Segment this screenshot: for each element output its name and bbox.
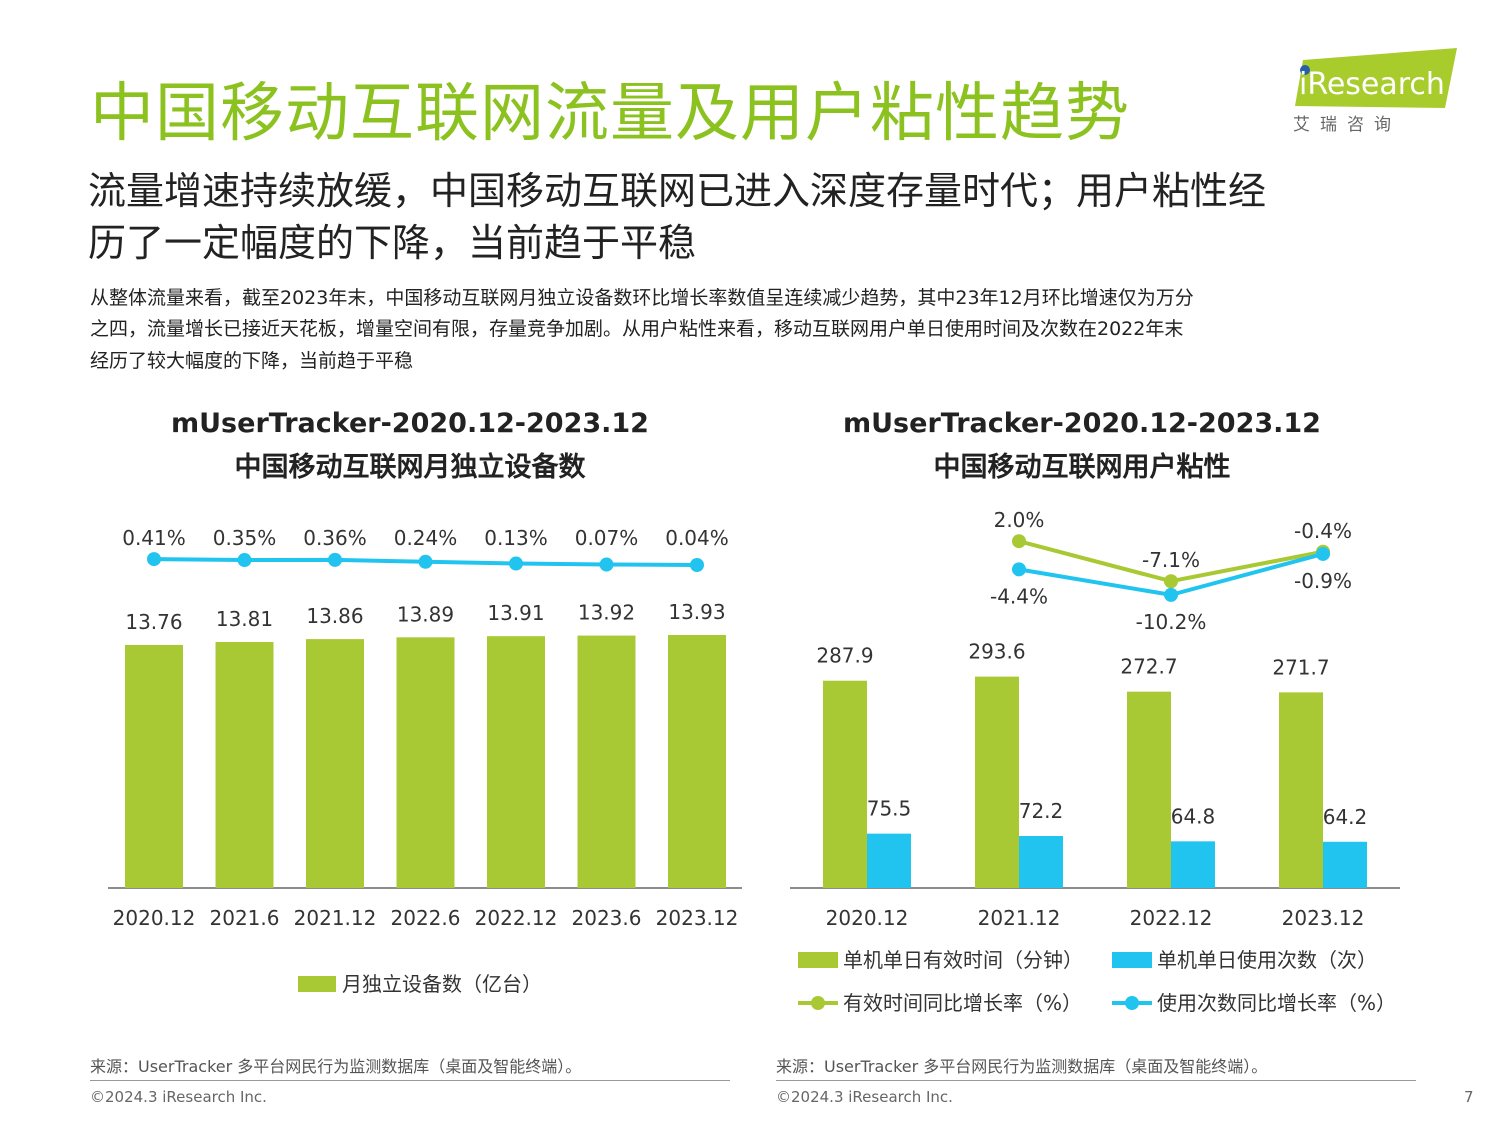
bar-label: 271.7 <box>1272 655 1329 679</box>
growth-point <box>599 557 614 572</box>
legend-label: 单机单日使用次数（次） <box>1157 948 1377 972</box>
bar-daily-time <box>1279 692 1323 888</box>
bar-device-count <box>487 636 545 888</box>
bar-daily-count <box>1171 841 1215 888</box>
legend-label: 单机单日有效时间（分钟） <box>843 948 1083 972</box>
chart2-title-2: 中国移动互联网用户粘性 <box>933 452 1231 483</box>
legend-label: 有效时间同比增长率（%） <box>843 991 1082 1015</box>
line-label: 0.36% <box>303 526 367 550</box>
bar-label: 13.93 <box>668 600 725 624</box>
legend-swatch <box>298 976 336 992</box>
bar-label: 272.7 <box>1120 655 1177 679</box>
x-tick-label: 2020.12 <box>113 906 196 930</box>
x-tick-label: 2022.6 <box>391 906 461 930</box>
growth-point <box>690 558 704 572</box>
bar-label: 13.91 <box>487 601 544 625</box>
page-title: 中国移动互联网流量及用户粘性趋势 <box>90 77 1130 151</box>
growth-point <box>328 552 342 567</box>
growth-point <box>1316 546 1330 561</box>
growth-point <box>1164 574 1178 589</box>
copyright-right: ©2024.3 iResearch Inc. <box>776 1088 953 1106</box>
line-label: -0.4% <box>1294 519 1352 543</box>
divider <box>776 1080 1416 1081</box>
body-line-3: 经历了较大幅度的下降，当前趋于平稳 <box>90 350 414 372</box>
bar-device-count <box>577 635 636 888</box>
body-line-2: 之四，流量增长已接近天花板，增量空间有限，存量竞争加剧。从用户粘性来看，移动互联… <box>90 318 1184 340</box>
x-tick-label: 2020.12 <box>826 906 909 930</box>
legend-swatch <box>1112 952 1152 968</box>
growth-point <box>147 552 161 567</box>
svg-text:iResearch: iResearch <box>1299 67 1445 102</box>
x-tick-label: 2023.12 <box>656 906 739 930</box>
bar-device-count <box>396 637 455 888</box>
bar-label: 72.2 <box>1019 799 1064 823</box>
legend-marker <box>1125 996 1139 1010</box>
bar-label: 287.9 <box>816 644 873 668</box>
copyright-left: ©2024.3 iResearch Inc. <box>90 1088 267 1106</box>
growth-point <box>1164 587 1178 602</box>
bar-daily-time <box>975 676 1019 888</box>
bar-daily-count <box>1323 841 1367 888</box>
line-label: 0.41% <box>122 526 186 550</box>
divider <box>90 1080 730 1081</box>
chart1-title-2: 中国移动互联网月独立设备数 <box>234 452 586 483</box>
bar-label: 13.89 <box>397 602 454 626</box>
bar-label: 75.5 <box>867 797 912 821</box>
legend-marker <box>811 996 825 1010</box>
bar-daily-time <box>823 680 867 888</box>
chart1-source: 来源：UserTracker 多平台网民行为监测数据库（桌面及智能终端）。 <box>90 1057 582 1076</box>
line-label: -10.2% <box>1136 610 1207 634</box>
bar-label: 293.6 <box>968 640 1025 664</box>
subtitle-line-1: 流量增速持续放缓，中国移动互联网已进入深度存量时代；用户粘性经 <box>88 169 1267 213</box>
growth-point <box>509 556 523 571</box>
line-label: 0.24% <box>394 526 458 550</box>
bar-label: 64.2 <box>1323 805 1368 829</box>
chart2-title-1: mUserTracker-2020.12-2023.12 <box>843 408 1321 439</box>
bar-label: 13.86 <box>306 604 363 628</box>
line-label: -7.1% <box>1142 548 1200 572</box>
bar-label: 13.76 <box>125 610 182 634</box>
bar-label: 13.92 <box>578 601 635 625</box>
chart1-title-1: mUserTracker-2020.12-2023.12 <box>171 408 649 439</box>
page-number: 7 <box>1464 1088 1474 1106</box>
bar-device-count <box>306 639 364 888</box>
x-tick-label: 2023.12 <box>1282 906 1365 930</box>
line-label: -4.4% <box>990 584 1048 608</box>
x-tick-label: 2023.6 <box>572 906 642 930</box>
x-tick-label: 2022.12 <box>475 906 558 930</box>
chart2-source: 来源：UserTracker 多平台网民行为监测数据库（桌面及智能终端）。 <box>776 1057 1268 1076</box>
growth-point <box>418 554 433 569</box>
growth-point <box>237 553 252 568</box>
iresearch-logo: iResearch 艾瑞咨询 <box>1293 48 1457 135</box>
x-tick-label: 2021.6 <box>210 906 280 930</box>
svg-text:艾瑞咨询: 艾瑞咨询 <box>1293 115 1401 135</box>
bar-daily-count <box>1019 836 1063 888</box>
legend-swatch <box>798 952 838 968</box>
line-label: 2.0% <box>994 508 1045 532</box>
line-label: 0.04% <box>665 526 729 550</box>
bar-device-count <box>668 635 726 888</box>
line-label: 0.35% <box>213 526 277 550</box>
body-line-1: 从整体流量来看，截至2023年末，中国移动互联网月独立设备数环比增长率数值呈连续… <box>90 287 1194 309</box>
bar-label: 13.81 <box>216 607 273 631</box>
bar-device-count <box>125 644 183 888</box>
growth-point <box>1012 534 1026 549</box>
legend-label: 月独立设备数（亿台） <box>342 972 542 996</box>
x-tick-label: 2021.12 <box>978 906 1061 930</box>
bar-device-count <box>215 642 274 888</box>
x-tick-label: 2022.12 <box>1130 906 1213 930</box>
bar-label: 64.8 <box>1171 804 1216 828</box>
bar-daily-count <box>867 833 911 888</box>
x-tick-label: 2021.12 <box>294 906 377 930</box>
line-label: 0.13% <box>484 526 548 550</box>
legend-label: 使用次数同比增长率（%） <box>1157 991 1396 1015</box>
growth-point <box>1012 562 1026 577</box>
line-label: -0.9% <box>1294 569 1352 593</box>
bar-daily-time <box>1127 691 1171 888</box>
subtitle-line-2: 历了一定幅度的下降，当前趋于平稳 <box>88 221 697 265</box>
line-label: 0.07% <box>575 526 639 550</box>
